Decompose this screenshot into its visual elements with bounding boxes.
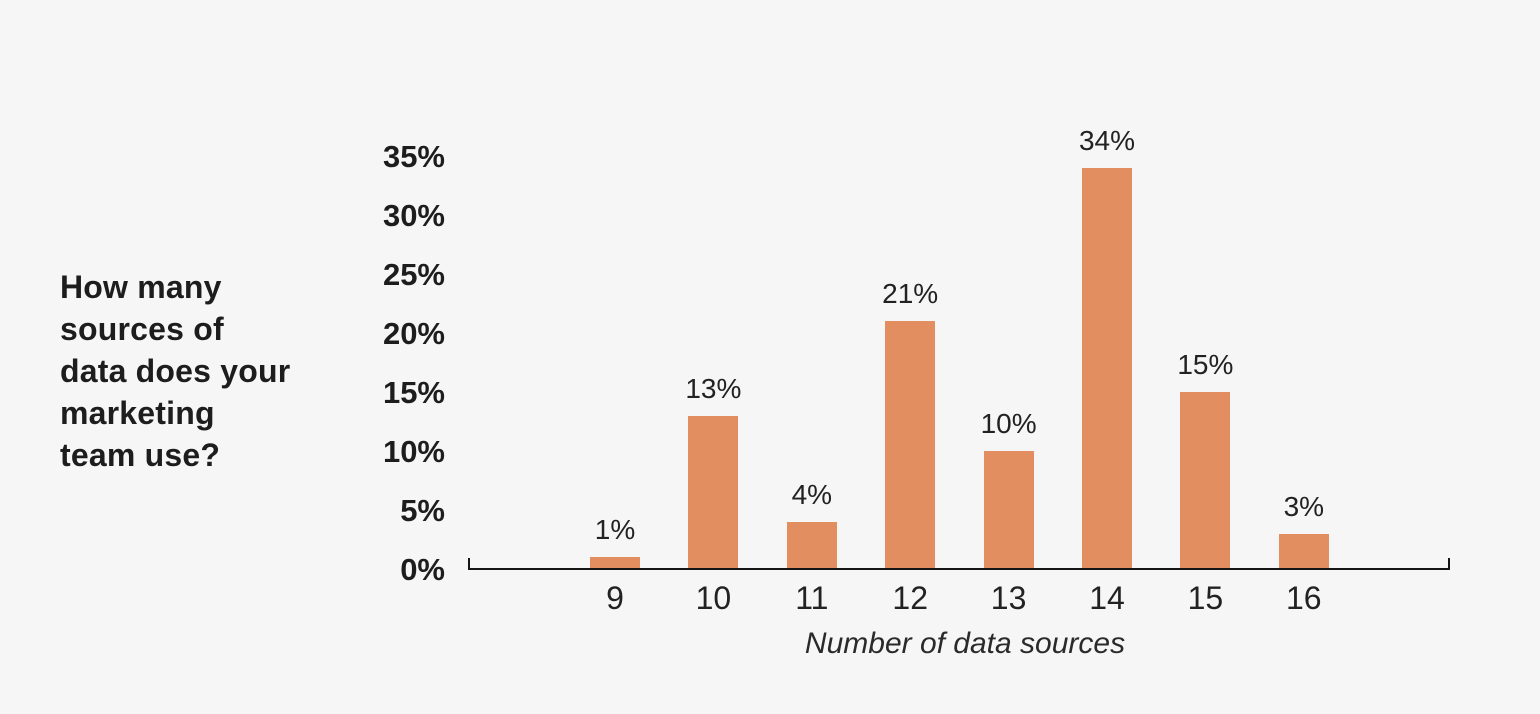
- x-axis-line: [468, 568, 1450, 570]
- bar-value-label: 34%: [1078, 124, 1136, 156]
- bar-value-label: 4%: [791, 478, 833, 510]
- x-axis-left-end-tick: [468, 558, 470, 570]
- y-axis-tick-label: 25%: [382, 257, 445, 292]
- question-title-line: sources of: [60, 311, 224, 347]
- bar: [1278, 533, 1329, 569]
- y-axis-tick-label: 0%: [400, 552, 445, 587]
- bar: [688, 415, 739, 569]
- bar-value-label: 13%: [685, 372, 742, 404]
- bar-value-label: 1%: [594, 514, 636, 546]
- y-axis-tick-label: 30%: [382, 198, 445, 233]
- bar: [1082, 167, 1132, 569]
- bar: [786, 521, 837, 569]
- y-axis-tick-label: 35%: [382, 139, 445, 174]
- x-axis-right-end-tick: [1448, 558, 1450, 570]
- question-title-line: data does your: [60, 353, 291, 389]
- chart-question-title: How many sources of data does your marke…: [60, 266, 290, 476]
- x-axis-tick-label: 14: [1089, 580, 1125, 616]
- bar-value-label: 21%: [882, 278, 939, 310]
- x-axis-tick-label: 15: [1187, 580, 1224, 616]
- x-axis-tick-label: 10: [695, 580, 732, 616]
- question-title-line: team use?: [60, 437, 221, 473]
- x-axis-tick-label: 16: [1286, 580, 1322, 616]
- bar-value-label: 10%: [980, 408, 1037, 439]
- question-title-line: How many: [60, 269, 222, 305]
- bar: [983, 451, 1034, 569]
- bar-value-label: 3%: [1283, 490, 1325, 522]
- y-axis-tick-label: 20%: [382, 316, 445, 351]
- question-title-line: marketing: [60, 395, 215, 431]
- x-axis-tick-label: 13: [990, 580, 1027, 616]
- x-axis-tick-label: 12: [892, 580, 928, 616]
- bar-value-label: 15%: [1177, 349, 1234, 380]
- y-axis-tick-label: 5%: [400, 493, 445, 528]
- x-axis-tick-label: 11: [795, 580, 829, 616]
- bar: [1180, 392, 1231, 569]
- y-axis-tick-label: 15%: [382, 375, 445, 410]
- x-axis-tick-label: 9: [606, 580, 624, 616]
- bar: [885, 321, 936, 569]
- x-axis-title: Number of data sources: [804, 627, 1126, 660]
- y-axis-tick-label: 10%: [382, 434, 445, 469]
- bar: [590, 557, 640, 569]
